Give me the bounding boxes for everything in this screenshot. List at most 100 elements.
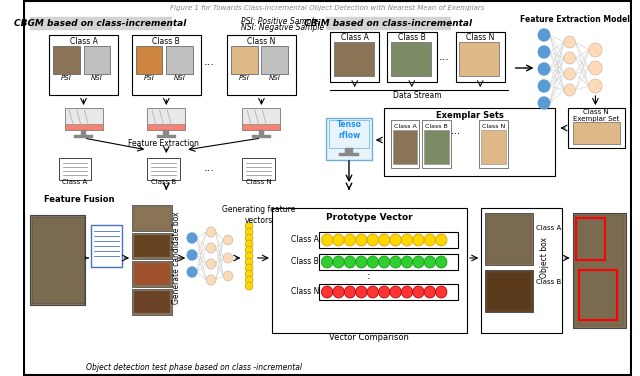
Circle shape — [390, 256, 401, 268]
FancyBboxPatch shape — [231, 46, 258, 74]
Text: Class B: Class B — [398, 33, 426, 42]
FancyBboxPatch shape — [81, 130, 86, 135]
FancyBboxPatch shape — [575, 215, 624, 326]
Circle shape — [245, 222, 253, 230]
Circle shape — [356, 234, 367, 246]
Circle shape — [424, 234, 436, 246]
Circle shape — [344, 234, 356, 246]
Circle shape — [245, 228, 253, 236]
FancyBboxPatch shape — [272, 208, 467, 333]
FancyBboxPatch shape — [157, 135, 176, 138]
Text: Class B: Class B — [291, 258, 319, 267]
FancyBboxPatch shape — [132, 261, 172, 287]
FancyBboxPatch shape — [319, 232, 458, 248]
Circle shape — [436, 234, 447, 246]
Circle shape — [564, 84, 575, 96]
FancyBboxPatch shape — [319, 254, 458, 270]
FancyBboxPatch shape — [147, 124, 186, 130]
FancyBboxPatch shape — [422, 120, 451, 168]
FancyBboxPatch shape — [243, 124, 280, 130]
Text: Class A: Class A — [70, 38, 97, 47]
FancyBboxPatch shape — [65, 124, 102, 130]
Circle shape — [356, 256, 367, 268]
Circle shape — [424, 286, 436, 298]
Text: ...: ... — [438, 52, 449, 62]
FancyBboxPatch shape — [24, 1, 630, 375]
FancyBboxPatch shape — [166, 46, 193, 74]
Circle shape — [436, 256, 447, 268]
FancyBboxPatch shape — [132, 233, 172, 259]
FancyBboxPatch shape — [393, 130, 417, 164]
Circle shape — [401, 234, 413, 246]
Text: Data Stream: Data Stream — [393, 91, 442, 100]
FancyBboxPatch shape — [456, 32, 505, 82]
Text: Exemplar Sets: Exemplar Sets — [436, 112, 504, 120]
Text: Class A: Class A — [62, 179, 88, 185]
Circle shape — [245, 246, 253, 254]
FancyBboxPatch shape — [91, 225, 122, 267]
Text: Class N: Class N — [291, 288, 319, 297]
Circle shape — [367, 234, 378, 246]
Text: Class B: Class B — [425, 124, 448, 129]
Text: Class A: Class A — [291, 235, 319, 244]
FancyBboxPatch shape — [243, 158, 275, 180]
Circle shape — [589, 79, 602, 93]
Text: Class B: Class B — [152, 38, 180, 47]
FancyBboxPatch shape — [53, 46, 80, 74]
Text: PSI: PSI — [144, 75, 155, 81]
Text: Class N: Class N — [247, 38, 276, 47]
Circle shape — [344, 286, 356, 298]
Text: PSI: PSI — [239, 75, 250, 81]
FancyBboxPatch shape — [134, 263, 170, 285]
Circle shape — [206, 275, 216, 285]
Text: Figure 1 for Towards Class-incremental Object Detection with Nearest Mean of Exe: Figure 1 for Towards Class-incremental O… — [170, 5, 484, 11]
Circle shape — [206, 243, 216, 253]
FancyBboxPatch shape — [573, 122, 620, 144]
Text: NSI: NSI — [269, 75, 281, 81]
Circle shape — [321, 256, 333, 268]
Circle shape — [378, 286, 390, 298]
FancyBboxPatch shape — [568, 108, 625, 148]
FancyBboxPatch shape — [330, 32, 380, 82]
Circle shape — [564, 52, 575, 64]
FancyBboxPatch shape — [49, 35, 118, 95]
FancyBboxPatch shape — [30, 215, 85, 305]
FancyBboxPatch shape — [323, 14, 627, 186]
Circle shape — [245, 264, 253, 272]
FancyBboxPatch shape — [26, 192, 628, 370]
Circle shape — [223, 235, 233, 245]
Text: Class N: Class N — [246, 179, 271, 185]
FancyBboxPatch shape — [487, 215, 531, 263]
FancyBboxPatch shape — [84, 46, 110, 74]
FancyBboxPatch shape — [573, 213, 626, 328]
Circle shape — [413, 286, 424, 298]
FancyBboxPatch shape — [319, 284, 458, 300]
Circle shape — [538, 46, 550, 58]
Text: Feature Extraction Model: Feature Extraction Model — [520, 15, 629, 24]
Text: Prototype Vector: Prototype Vector — [326, 214, 412, 223]
Circle shape — [589, 43, 602, 57]
Circle shape — [390, 234, 401, 246]
Circle shape — [436, 286, 447, 298]
FancyBboxPatch shape — [147, 108, 186, 130]
FancyBboxPatch shape — [334, 42, 374, 76]
Text: Class A: Class A — [394, 124, 417, 129]
FancyBboxPatch shape — [384, 108, 556, 176]
FancyBboxPatch shape — [59, 158, 91, 180]
Circle shape — [344, 256, 356, 268]
Text: :: : — [367, 271, 371, 281]
Text: Object box: Object box — [541, 238, 550, 279]
Circle shape — [424, 256, 436, 268]
Text: Tenso
rflow: Tenso rflow — [337, 120, 362, 140]
Circle shape — [333, 234, 344, 246]
Circle shape — [538, 29, 550, 41]
Text: Generating feature
vectors: Generating feature vectors — [222, 205, 295, 225]
FancyBboxPatch shape — [147, 158, 180, 180]
Text: Class B: Class B — [536, 279, 562, 285]
Text: PSI: Positive Sample: PSI: Positive Sample — [241, 17, 319, 26]
Circle shape — [223, 271, 233, 281]
Circle shape — [333, 256, 344, 268]
FancyBboxPatch shape — [391, 42, 431, 76]
Circle shape — [367, 256, 378, 268]
Text: ...: ... — [204, 57, 214, 67]
